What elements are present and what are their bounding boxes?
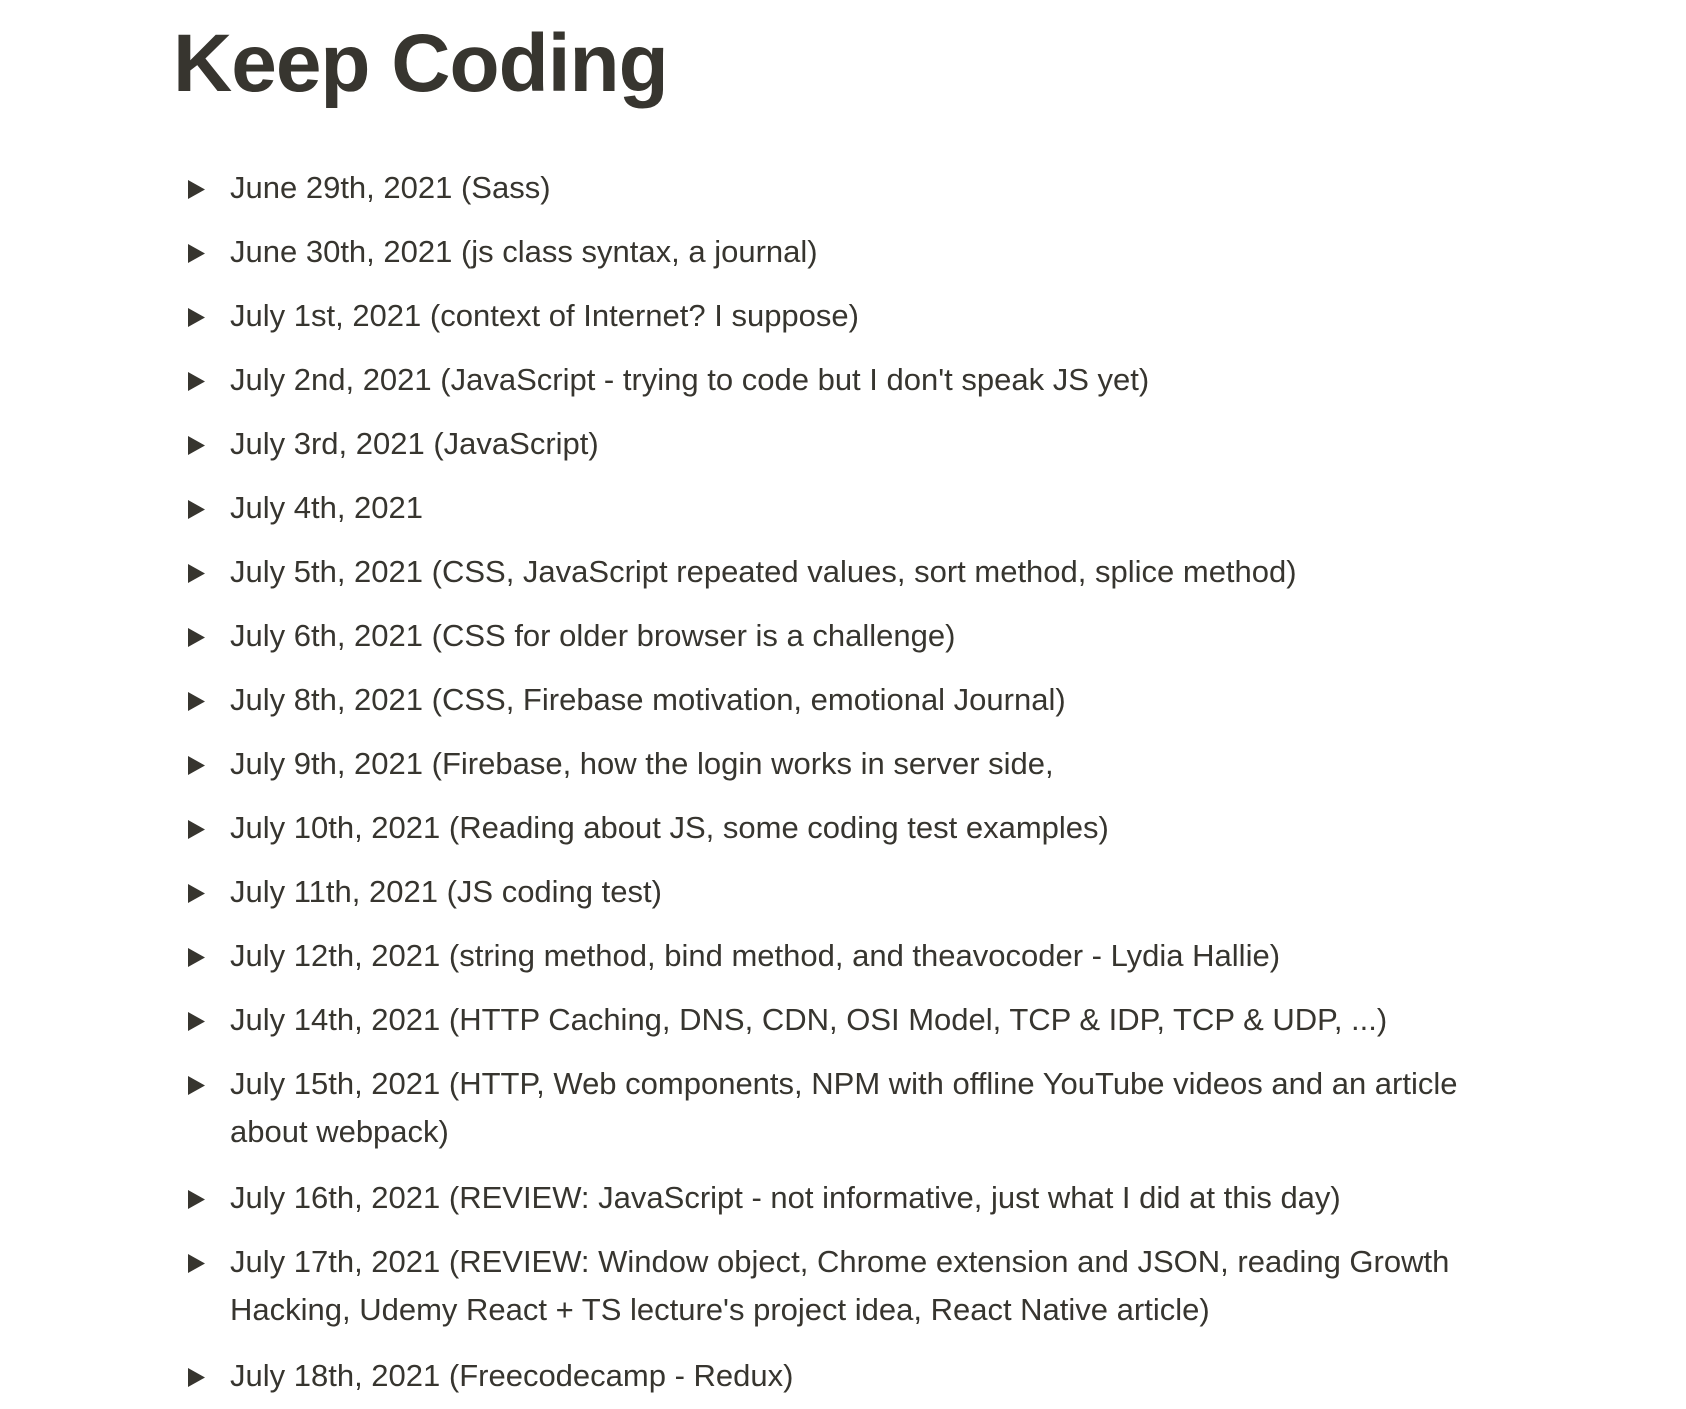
triangle-right-icon[interactable] (173, 356, 230, 406)
toggle-label[interactable]: June 30th, 2021 (js class syntax, a jour… (230, 234, 818, 269)
toggle-list: June 29th, 2021 (Sass) June 30th, 2021 (… (173, 157, 1573, 1409)
triangle-right-icon[interactable] (173, 996, 230, 1046)
triangle-right-icon[interactable] (173, 164, 230, 214)
triangle-right-icon[interactable] (173, 1174, 230, 1224)
toggle-label[interactable]: June 29th, 2021 (Sass) (230, 170, 551, 205)
toggle-label[interactable]: July 17th, 2021 (REVIEW: Window object, … (230, 1244, 1450, 1327)
toggle-label[interactable]: July 18th, 2021 (Freecodecamp - Redux) (230, 1358, 794, 1393)
toggle-item[interactable]: June 29th, 2021 (Sass) (173, 157, 1573, 221)
triangle-right-icon[interactable] (173, 1238, 230, 1288)
toggle-item[interactable]: July 15th, 2021 (HTTP, Web components, N… (173, 1053, 1573, 1167)
toggle-label[interactable]: July 6th, 2021 (CSS for older browser is… (230, 618, 956, 653)
toggle-item[interactable]: July 14th, 2021 (HTTP Caching, DNS, CDN,… (173, 989, 1573, 1053)
triangle-right-icon[interactable] (173, 804, 230, 854)
toggle-item[interactable]: July 9th, 2021 (Firebase, how the login … (173, 733, 1573, 797)
toggle-item[interactable]: July 1st, 2021 (context of Internet? I s… (173, 285, 1573, 349)
toggle-item[interactable]: July 4th, 2021 (173, 477, 1573, 541)
toggle-item[interactable]: July 10th, 2021 (Reading about JS, some … (173, 797, 1573, 861)
toggle-label[interactable]: July 9th, 2021 (Firebase, how the login … (230, 746, 1054, 781)
toggle-item[interactable]: July 18th, 2021 (Freecodecamp - Redux) (173, 1345, 1573, 1409)
toggle-label[interactable]: July 14th, 2021 (HTTP Caching, DNS, CDN,… (230, 1002, 1388, 1037)
toggle-label[interactable]: July 2nd, 2021 (JavaScript - trying to c… (230, 362, 1150, 397)
toggle-item[interactable]: July 16th, 2021 (REVIEW: JavaScript - no… (173, 1167, 1573, 1231)
toggle-item[interactable]: July 11th, 2021 (JS coding test) (173, 861, 1573, 925)
triangle-right-icon[interactable] (173, 484, 230, 534)
triangle-right-icon[interactable] (173, 932, 230, 982)
triangle-right-icon[interactable] (173, 228, 230, 278)
page-content: Keep Coding June 29th, 2021 (Sass) June … (173, 0, 1573, 1393)
toggle-item[interactable]: July 5th, 2021 (CSS, JavaScript repeated… (173, 541, 1573, 605)
toggle-label[interactable]: July 3rd, 2021 (JavaScript) (230, 426, 599, 461)
toggle-item[interactable]: July 12th, 2021 (string method, bind met… (173, 925, 1573, 989)
toggle-label[interactable]: July 1st, 2021 (context of Internet? I s… (230, 298, 859, 333)
toggle-item[interactable]: July 2nd, 2021 (JavaScript - trying to c… (173, 349, 1573, 413)
toggle-label[interactable]: July 10th, 2021 (Reading about JS, some … (230, 810, 1109, 845)
triangle-right-icon[interactable] (173, 1352, 230, 1402)
triangle-right-icon[interactable] (173, 868, 230, 918)
triangle-right-icon[interactable] (173, 1060, 230, 1110)
toggle-item[interactable]: June 30th, 2021 (js class syntax, a jour… (173, 221, 1573, 285)
triangle-right-icon[interactable] (173, 740, 230, 790)
toggle-label[interactable]: July 15th, 2021 (HTTP, Web components, N… (230, 1066, 1458, 1149)
page-title: Keep Coding (173, 18, 669, 109)
toggle-item[interactable]: July 17th, 2021 (REVIEW: Window object, … (173, 1231, 1573, 1345)
toggle-label[interactable]: July 8th, 2021 (CSS, Firebase motivation… (230, 682, 1066, 717)
triangle-right-icon[interactable] (173, 420, 230, 470)
triangle-right-icon[interactable] (173, 612, 230, 662)
toggle-item[interactable]: July 8th, 2021 (CSS, Firebase motivation… (173, 669, 1573, 733)
toggle-label[interactable]: July 11th, 2021 (JS coding test) (230, 874, 662, 909)
triangle-right-icon[interactable] (173, 548, 230, 598)
toggle-label[interactable]: July 4th, 2021 (230, 490, 424, 525)
toggle-item[interactable]: July 6th, 2021 (CSS for older browser is… (173, 605, 1573, 669)
toggle-label[interactable]: July 16th, 2021 (REVIEW: JavaScript - no… (230, 1180, 1341, 1215)
toggle-label[interactable]: July 5th, 2021 (CSS, JavaScript repeated… (230, 554, 1297, 589)
triangle-right-icon[interactable] (173, 292, 230, 342)
triangle-right-icon[interactable] (173, 676, 230, 726)
toggle-label[interactable]: July 12th, 2021 (string method, bind met… (230, 938, 1281, 973)
toggle-item[interactable]: July 3rd, 2021 (JavaScript) (173, 413, 1573, 477)
